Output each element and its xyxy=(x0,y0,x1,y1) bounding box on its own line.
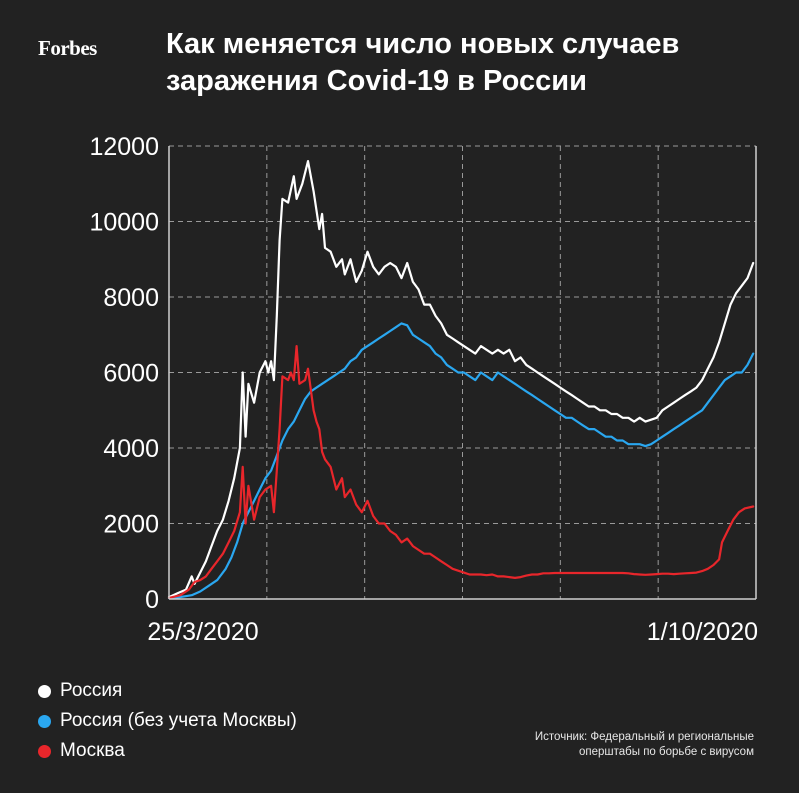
y-tick-label: 6000 xyxy=(103,360,159,388)
chart-legend: Россия Россия (без учета Москвы) Москва xyxy=(38,676,297,766)
y-tick-label: 10000 xyxy=(89,209,159,237)
legend-swatch-moscow xyxy=(38,744,51,758)
legend-item-moscow: Москва xyxy=(38,736,297,766)
chart-title: Как меняется число новых случаев заражен… xyxy=(166,28,680,97)
y-tick-label: 4000 xyxy=(103,435,159,463)
x-tick-label: 1/10/2020 xyxy=(647,618,758,646)
series-line-regions xyxy=(167,322,755,600)
series-line-moscow xyxy=(167,345,755,599)
y-tick-label: 8000 xyxy=(103,284,159,312)
legend-label-russia: Россия xyxy=(60,680,123,701)
series-line-russia xyxy=(167,160,755,599)
legend-swatch-russia xyxy=(38,684,51,698)
x-tick-label: 25/3/2020 xyxy=(147,618,258,646)
source-note: Источник: Федеральный и региональные опе… xyxy=(534,731,754,758)
legend-label-regions: Россия (без учета Москвы) xyxy=(60,710,297,731)
y-tick-label: 12000 xyxy=(89,133,159,161)
forbes-logo: Forbes xyxy=(38,36,97,60)
legend-item-regions: Россия (без учета Москвы) xyxy=(38,706,297,736)
y-tick-label: 2000 xyxy=(103,511,159,539)
line-chart: 0 2000 4000 6000 8000 10000 12000 25/3/2020 1/10… xyxy=(89,133,758,646)
y-tick-label: 0 xyxy=(145,586,159,614)
chart-axes: 0 2000 4000 6000 8000 10000 12000 25/3/2020 1/10… xyxy=(89,133,758,646)
legend-label-moscow: Москва xyxy=(60,740,125,761)
legend-swatch-regions xyxy=(38,714,51,728)
legend-item-russia: Россия xyxy=(38,676,297,706)
chart-series xyxy=(167,160,755,600)
